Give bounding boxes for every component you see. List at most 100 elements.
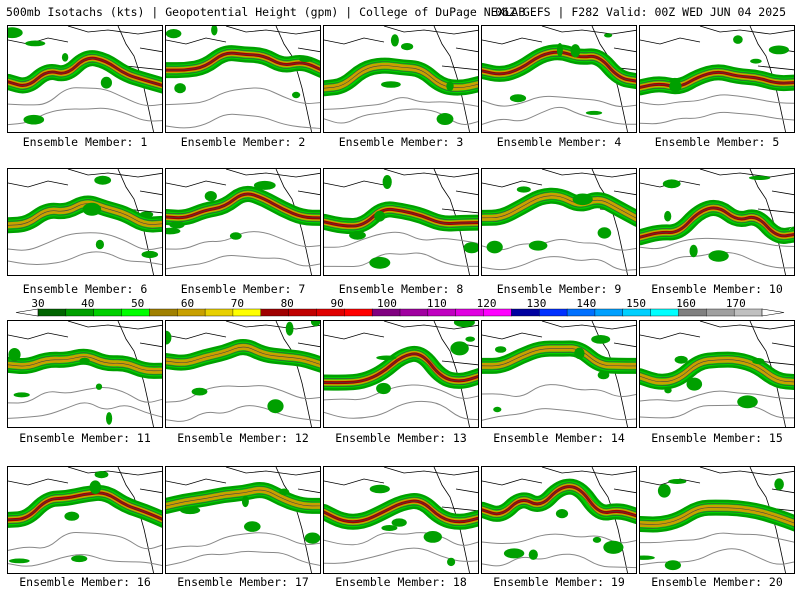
height-contour <box>482 256 636 271</box>
colorbar-tick-label: 40 <box>81 297 95 310</box>
isotach-blob <box>166 227 181 235</box>
height-contour <box>324 357 478 387</box>
height-contour <box>482 199 636 223</box>
height-contour <box>324 65 478 89</box>
colorbar-tick-label: 100 <box>376 297 397 310</box>
colorbar-scale <box>15 308 785 317</box>
height-contour <box>482 348 636 367</box>
colorbar-segment <box>149 308 178 317</box>
height-contour <box>8 57 162 86</box>
isotach-blob <box>253 180 276 190</box>
isotach-blob <box>752 358 765 365</box>
colorbar-segment <box>678 308 707 317</box>
isotach-blob <box>381 525 398 531</box>
colorbar-segment <box>706 308 735 317</box>
height-contour <box>8 199 162 222</box>
height-contour <box>640 359 794 383</box>
height-contour <box>482 486 636 517</box>
isotach-blob <box>423 531 442 543</box>
height-contour <box>640 111 794 125</box>
isotach-blob <box>463 242 478 254</box>
height-contour <box>482 95 636 108</box>
height-contour <box>8 492 162 521</box>
height-contour <box>166 197 320 223</box>
isotach-blob <box>733 35 743 44</box>
isotach-blob <box>241 495 249 508</box>
isotach-blob <box>603 540 624 554</box>
height-contour <box>8 53 162 82</box>
ensemble-map-13 <box>323 320 479 428</box>
height-contour <box>482 408 636 421</box>
isotach-map <box>482 169 636 275</box>
coastline <box>166 467 320 573</box>
height-contour <box>640 72 794 88</box>
isotach-blob <box>591 335 611 344</box>
isotach-blob <box>669 80 682 93</box>
isotach-blob <box>82 202 102 216</box>
colorbar-segment <box>539 308 568 317</box>
member-caption: Ensemble Member: 1 <box>22 135 148 149</box>
isotach-blob <box>555 509 569 519</box>
isotach-blob <box>768 45 789 55</box>
height-contour <box>166 489 320 507</box>
height-contour <box>640 390 794 402</box>
coastline <box>166 321 320 427</box>
isotach-blob <box>166 29 182 39</box>
isotach-blob <box>556 43 563 57</box>
colorbar-segment <box>427 308 457 317</box>
isotach-blob <box>71 555 88 563</box>
isotach-map <box>8 467 162 573</box>
coastline <box>482 169 636 275</box>
isotach-colorbar: 30 40 50 60 70 80 90 100 110 120 130 140 150 160 170 <box>0 296 800 326</box>
isotach-blob <box>528 240 548 251</box>
ensemble-map-5 <box>639 25 795 133</box>
colorbar-tick-label: 170 <box>725 297 746 310</box>
colorbar-tick-label: 130 <box>526 297 547 310</box>
coastline <box>324 26 478 132</box>
ensemble-map-18 <box>323 466 479 574</box>
isotach-blob <box>369 256 391 269</box>
height-contour <box>166 87 320 106</box>
isotach-blob <box>285 321 294 336</box>
isotach-blob <box>279 488 290 496</box>
member-caption: Ensemble Member: 15 <box>651 431 783 445</box>
colorbar-tick-label: 80 <box>280 297 294 310</box>
isotach-map <box>640 26 794 132</box>
isotach-map <box>166 321 320 427</box>
colorbar-segment <box>93 308 123 317</box>
height-contour <box>482 195 636 219</box>
isotach-blob <box>25 40 46 47</box>
colorbar-segment <box>37 308 67 317</box>
isotach-blob <box>662 179 681 189</box>
isotach-blob <box>310 321 320 327</box>
isotach-blob <box>94 175 112 185</box>
height-contour <box>640 363 794 387</box>
height-contour <box>640 503 794 521</box>
height-contour <box>482 553 636 569</box>
member-caption: Ensemble Member: 3 <box>338 135 464 149</box>
isotach-map <box>8 26 162 132</box>
isotach-blob <box>13 392 30 398</box>
ensemble-map-8 <box>323 168 479 276</box>
member-caption: Ensemble Member: 17 <box>177 575 309 589</box>
height-contour <box>8 356 162 372</box>
height-contour <box>166 405 320 422</box>
isotach-blob <box>509 94 527 103</box>
isotach-blob <box>376 355 397 361</box>
isotach-blob <box>166 330 172 345</box>
height-contour <box>640 76 794 92</box>
height-contour <box>324 213 478 231</box>
height-contour <box>324 205 478 223</box>
member-caption: Ensemble Member: 6 <box>22 282 148 296</box>
colorbar-tick-label: 70 <box>230 297 245 310</box>
height-contour <box>166 189 320 215</box>
height-contour <box>482 238 636 251</box>
isotach-blob <box>450 341 469 356</box>
isotach-blob <box>61 53 69 62</box>
isotach-blob <box>503 548 525 559</box>
isotach-blob <box>204 191 217 202</box>
isotach-blob <box>169 221 185 229</box>
isotach-map <box>640 467 794 573</box>
isotach-map <box>482 467 636 573</box>
isotach-map <box>324 169 478 275</box>
